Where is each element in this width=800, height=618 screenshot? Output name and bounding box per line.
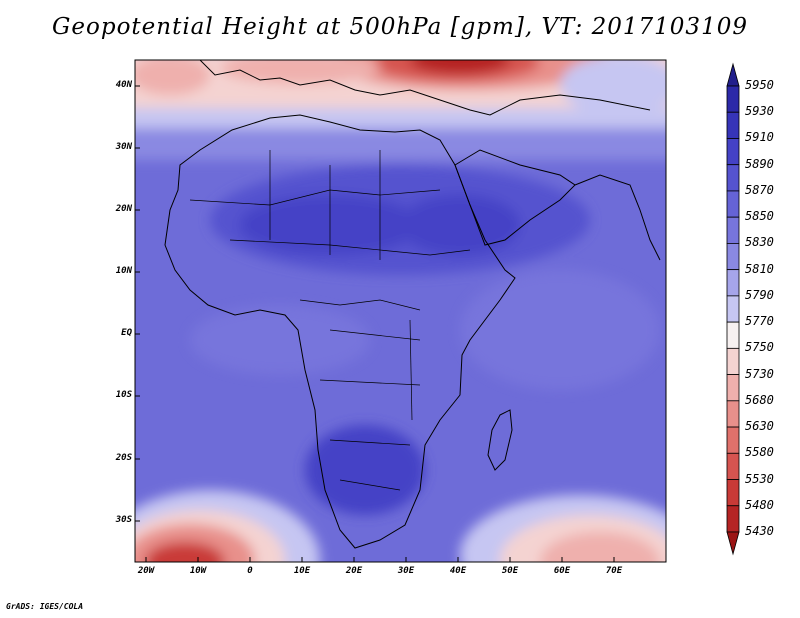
lon-label: 40E [449, 566, 467, 576]
europe-coastline [199, 60, 651, 116]
colorbar-label: 5630 [745, 419, 774, 434]
colorbar-swatch [726, 452, 740, 480]
lat-label: EQ [121, 328, 132, 338]
colorbar-label: 5680 [745, 392, 774, 407]
colorbar-swatch [726, 243, 740, 271]
colorbar-label: 5950 [745, 78, 774, 92]
lat-label: 10S [115, 390, 132, 400]
colorbar [726, 62, 740, 556]
colorbar-label: 5870 [745, 182, 774, 197]
chart-title: Geopotential Height at 500hPa [gpm], VT:… [52, 14, 748, 40]
colorbar-label: 5480 [745, 497, 774, 512]
axis-ticks [135, 85, 615, 562]
lon-label: 10W [189, 566, 207, 576]
lat-label: 40N [115, 80, 132, 90]
lon-label: 60E [553, 566, 571, 576]
asia-coastline [574, 174, 661, 261]
colorbar-swatch [726, 138, 740, 166]
colorbar-label: 5810 [745, 261, 774, 276]
lat-label: 30N [115, 142, 132, 152]
colorbar-swatch [726, 479, 740, 507]
colorbar-swatch [726, 505, 740, 533]
lon-label: 30E [397, 566, 415, 576]
colorbar-swatch [726, 111, 740, 139]
country-borders [189, 150, 471, 491]
lon-label: 70E [605, 566, 623, 576]
colorbar-label: 5580 [745, 445, 774, 460]
madagascar-coastline [487, 409, 513, 471]
colorbar-label: 5730 [745, 366, 774, 381]
grads-credit: GrADS: IGES/COLA [6, 602, 84, 611]
colorbar-swatch [726, 269, 740, 297]
africa-coastline [164, 114, 516, 549]
colorbar-label: 5430 [745, 524, 774, 538]
colorbar-swatch [726, 85, 740, 113]
map-frame [134, 59, 667, 563]
lat-label: 20N [115, 204, 132, 214]
colorbar-label: 5850 [745, 209, 774, 224]
colorbar-swatch [726, 374, 740, 402]
lat-label: 30S [115, 515, 132, 525]
colorbar-swatch [726, 295, 740, 323]
colorbar-bottom-arrow [726, 531, 740, 556]
colorbar-swatch [726, 190, 740, 218]
lon-label: 20W [137, 566, 155, 576]
colorbar-swatch [726, 216, 740, 244]
colorbar-label: 5930 [745, 104, 774, 119]
lon-label: 50E [501, 566, 519, 576]
colorbar-label: 5770 [745, 314, 774, 329]
lon-label: 10E [293, 566, 311, 576]
colorbar-swatch [726, 164, 740, 192]
colorbar-swatch [726, 347, 740, 375]
colorbar-swatch [726, 426, 740, 454]
height-field [135, 60, 666, 562]
lat-label: 20S [115, 453, 132, 463]
colorbar-label: 5830 [745, 235, 774, 250]
colorbar-label: 5750 [745, 340, 774, 355]
colorbar-top-arrow [726, 62, 740, 87]
colorbar-swatch [726, 321, 740, 349]
colorbar-label: 5530 [745, 471, 774, 486]
colorbar-label: 5790 [745, 287, 774, 302]
colorbar-label: 5890 [745, 156, 774, 171]
lat-label: 10N [115, 266, 132, 276]
arabia-coastline [454, 149, 576, 246]
colorbar-label: 5910 [745, 130, 774, 145]
lon-label: 20E [345, 566, 363, 576]
colorbar-swatch [726, 400, 740, 428]
lon-label: 0 [247, 566, 253, 576]
